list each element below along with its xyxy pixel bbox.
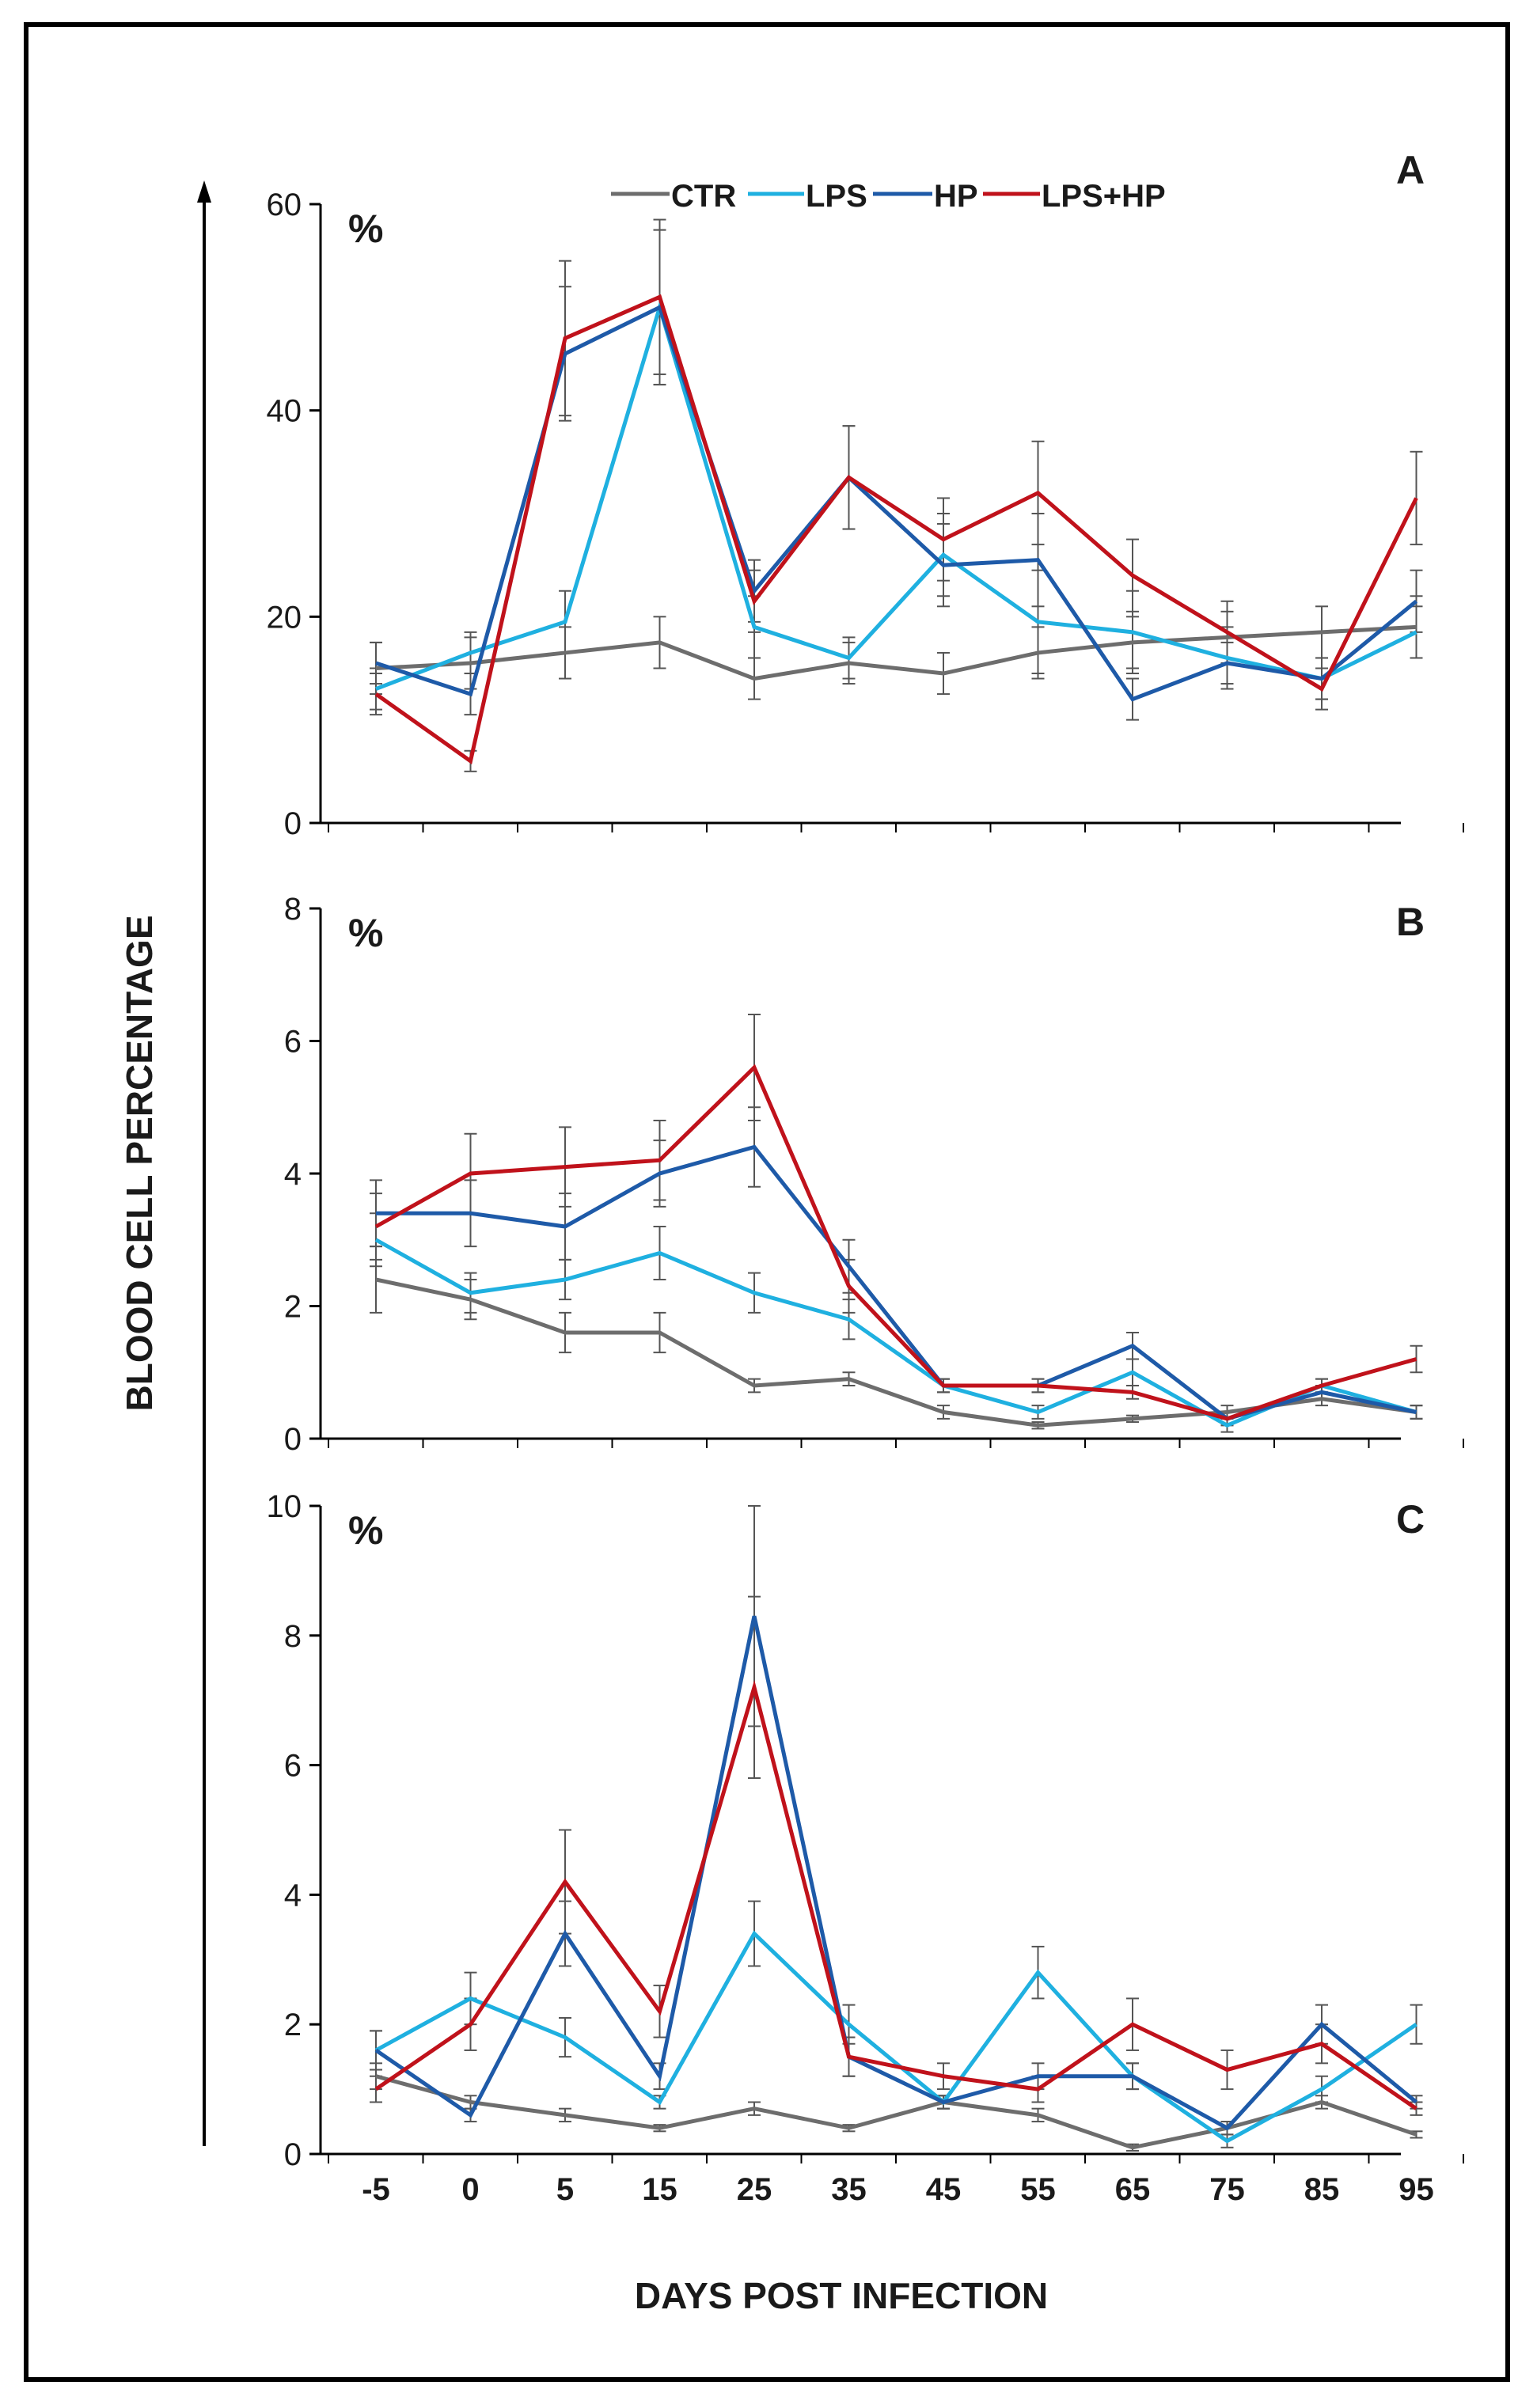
x-tick-label: 25	[737, 2172, 772, 2207]
panel-c-letter: C	[1396, 1497, 1425, 1541]
y-tick-label: 40	[267, 394, 302, 429]
y-tick-label: 0	[284, 2137, 302, 2172]
x-tick-label: 35	[831, 2172, 867, 2207]
series-line-lps-hp	[374, 294, 1418, 765]
series-line-hp	[374, 1615, 1418, 2131]
y-tick-label: 20	[267, 600, 302, 635]
legend-label-lps: LPS	[806, 179, 867, 214]
y-tick-label: 4	[284, 1878, 302, 1913]
y-axis-arrowhead	[197, 180, 211, 203]
y-axis-title: BLOOD CELL PERCENTAGE	[119, 916, 160, 1412]
x-axis-title: DAYS POST INFECTION	[635, 2275, 1048, 2316]
y-tick-label: 0	[284, 1422, 302, 1457]
y-tick-label: 60	[267, 188, 302, 222]
series-line-ctr	[375, 2074, 1417, 2150]
series-line-ctr	[375, 1277, 1417, 1428]
x-tick-label: 85	[1304, 2172, 1340, 2207]
legend-label-ctr: CTR	[671, 179, 736, 214]
y-tick-label: 8	[284, 892, 302, 927]
y-tick-label: 0	[284, 806, 302, 841]
panel-a-letter: A	[1396, 148, 1425, 192]
legend: CTR LPS HP LPS+HP	[611, 179, 1166, 214]
x-tick-label: 0	[461, 2172, 479, 2207]
series-line-hp	[375, 304, 1418, 702]
y-tick-label: 2	[284, 2008, 302, 2042]
x-tick-label: 45	[926, 2172, 962, 2207]
y-tick-label: 6	[284, 1025, 302, 1060]
series-line-lps-hp	[374, 1064, 1417, 1421]
panel-b-letter: B	[1396, 900, 1425, 944]
x-tick-label: 15	[642, 2172, 677, 2207]
y-tick-label: 6	[284, 1749, 302, 1784]
panel-b: 0 2 4 6 8% B	[284, 892, 1464, 1457]
y-tick-label: 10	[267, 1489, 302, 1524]
y-tick-label: 2	[284, 1290, 302, 1325]
x-tick-label: 65	[1115, 2172, 1151, 2207]
panel-a-unit-label: %	[348, 207, 383, 251]
series-line-lps	[374, 1238, 1417, 1428]
figure-frame	[24, 22, 1510, 2382]
series-line-lps	[374, 1930, 1417, 2144]
legend-label-lps-hp: LPS+HP	[1042, 179, 1166, 214]
x-tick-label: 55	[1020, 2172, 1056, 2207]
x-tick-label: -5	[362, 2172, 390, 2207]
series-line-lps	[375, 300, 1417, 691]
legend-label-hp: HP	[934, 179, 978, 214]
y-tick-label: 8	[284, 1619, 302, 1654]
x-tick-label: 95	[1398, 2172, 1434, 2207]
panel-b-unit-label: %	[348, 911, 383, 955]
panel-a: 0 20 40 60% A	[267, 148, 1464, 841]
panel-c: 0 2 4 6 8 10% C -5 0 5 15 25 35 45 55 65 75 85 95	[267, 1489, 1464, 2207]
series-line-ctr	[375, 624, 1417, 681]
panel-c-unit-label: %	[348, 1508, 383, 1553]
x-tick-label: 5	[556, 2172, 574, 2207]
x-tick-label: 75	[1209, 2172, 1245, 2207]
y-tick-label: 4	[284, 1157, 302, 1192]
series-line-lps-hp	[374, 1679, 1417, 2110]
